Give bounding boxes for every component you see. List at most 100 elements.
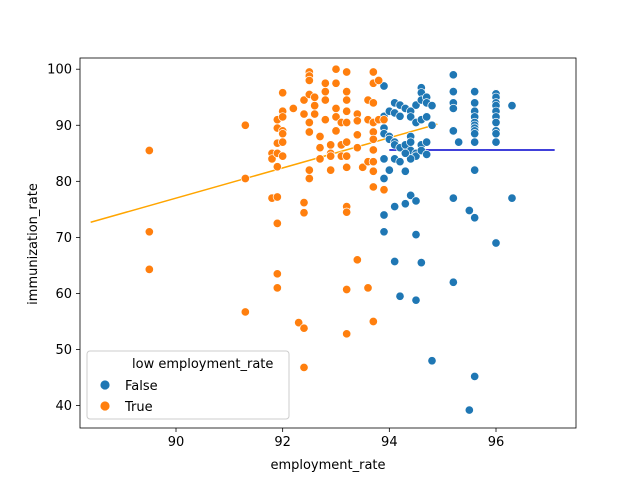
data-point-true	[331, 126, 341, 136]
data-point-false	[491, 238, 501, 248]
data-point-true	[240, 173, 250, 184]
y-tick-label: 50	[55, 343, 72, 358]
data-point-true	[326, 165, 336, 175]
data-point-false	[422, 112, 432, 122]
data-point-false	[422, 149, 432, 159]
data-point-true	[272, 283, 282, 293]
data-point-true	[315, 154, 325, 164]
data-point-false	[427, 101, 437, 111]
data-point-false	[406, 190, 416, 200]
data-point-false	[507, 101, 517, 111]
data-point-false	[448, 277, 458, 287]
data-point-true	[342, 87, 352, 97]
data-point-false	[379, 210, 389, 220]
data-point-false	[448, 193, 458, 203]
data-point-true	[363, 283, 373, 293]
data-point-false	[470, 129, 480, 139]
data-point-false	[454, 137, 464, 147]
data-point-true	[331, 78, 341, 88]
data-point-true	[358, 162, 368, 172]
data-point-false	[411, 295, 421, 305]
data-point-true	[331, 64, 341, 74]
data-point-true	[240, 307, 250, 317]
y-tick-label: 70	[55, 231, 72, 246]
data-point-true	[304, 165, 314, 175]
data-point-true	[379, 115, 389, 125]
data-point-false	[390, 202, 400, 212]
y-tick-label: 60	[55, 287, 72, 302]
data-point-true	[342, 137, 352, 147]
data-point-false	[464, 405, 474, 415]
data-point-false	[379, 227, 389, 237]
data-point-true	[278, 137, 288, 147]
data-point-true	[368, 166, 378, 176]
legend-label-true: True	[124, 400, 153, 415]
data-point-false	[406, 137, 416, 147]
data-point-true	[278, 151, 288, 161]
data-point-true	[352, 143, 362, 153]
data-point-true	[342, 207, 352, 217]
data-point-true	[368, 182, 378, 192]
data-point-true	[320, 115, 330, 125]
data-point-false	[470, 371, 480, 381]
data-point-true	[299, 109, 309, 119]
data-point-true	[304, 127, 314, 137]
data-point-true	[278, 88, 288, 98]
data-point-true	[342, 162, 352, 172]
data-point-false	[470, 137, 480, 147]
data-point-true	[352, 255, 362, 265]
data-point-false	[448, 87, 458, 97]
data-point-false	[400, 148, 410, 158]
legend-title: low employment_rate	[132, 357, 273, 372]
data-point-true	[342, 95, 352, 105]
data-point-true	[320, 95, 330, 105]
data-point-true	[299, 208, 309, 218]
y-tick-label: 40	[55, 399, 72, 414]
data-point-true	[342, 284, 352, 295]
data-point-true	[299, 362, 309, 373]
data-point-true	[326, 151, 336, 161]
data-point-false	[427, 120, 437, 130]
data-point-false	[384, 165, 394, 175]
data-point-true	[272, 192, 282, 202]
y-tick-label: 100	[47, 63, 72, 78]
data-point-true	[342, 106, 352, 116]
data-point-true	[331, 103, 341, 114]
data-point-true	[374, 75, 384, 85]
data-point-true	[352, 130, 362, 140]
data-point-false	[464, 205, 474, 216]
data-point-true	[272, 218, 282, 228]
data-point-true	[144, 264, 154, 274]
legend-marker-false	[99, 379, 111, 391]
x-tick-label: 90	[168, 435, 185, 450]
data-point-true	[304, 173, 314, 184]
data-point-true	[368, 316, 378, 327]
regression-line-true	[90, 123, 438, 223]
data-point-false	[395, 291, 405, 301]
legend-box	[86, 350, 290, 420]
data-point-true	[144, 227, 154, 237]
data-point-false	[406, 154, 416, 164]
data-point-true	[144, 145, 154, 156]
data-points	[144, 64, 517, 415]
data-point-false	[379, 81, 389, 91]
data-point-true	[320, 87, 330, 97]
data-point-false	[395, 111, 405, 121]
data-point-true	[240, 120, 250, 130]
data-point-true	[278, 129, 288, 139]
x-tick-label: 92	[274, 435, 291, 450]
legend-label-false: False	[125, 379, 158, 394]
data-point-false	[379, 173, 389, 184]
data-point-true	[310, 109, 320, 119]
data-point-false	[422, 137, 432, 147]
data-point-true	[326, 140, 336, 150]
data-point-true	[320, 78, 330, 88]
data-point-true	[310, 92, 320, 102]
data-point-true	[304, 75, 314, 85]
data-point-true	[272, 269, 282, 279]
data-point-false	[400, 166, 410, 176]
data-point-false	[491, 117, 501, 128]
data-point-true	[379, 185, 389, 195]
legend: low employment_rate False True	[86, 350, 290, 420]
